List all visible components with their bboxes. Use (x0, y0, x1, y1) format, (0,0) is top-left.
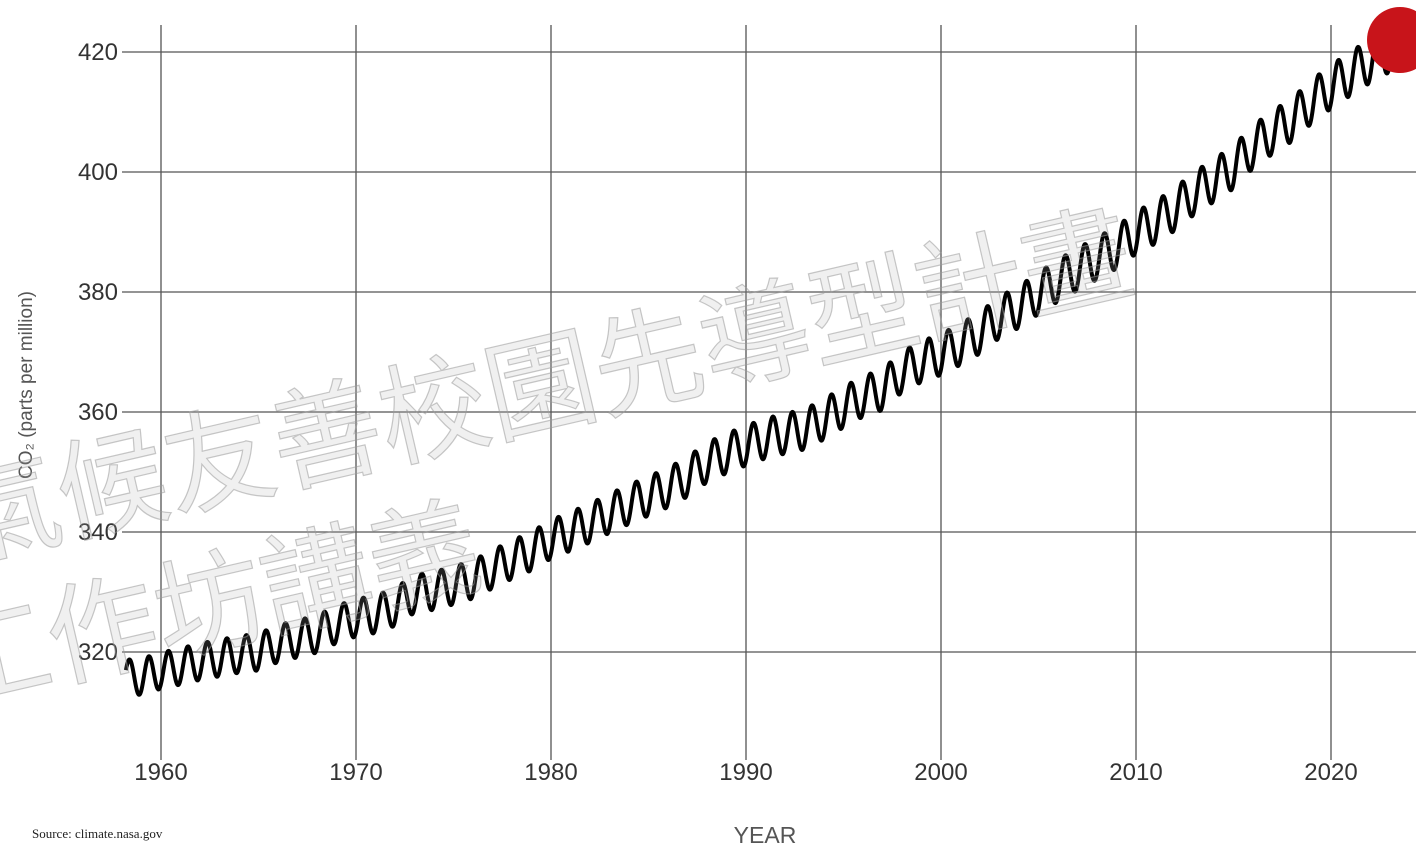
y-tick-label: 380 (78, 279, 118, 306)
latest-value-marker (1367, 7, 1416, 73)
x-tick-label: 2020 (1304, 759, 1357, 786)
y-tick-label: 320 (78, 639, 118, 666)
y-tick-label: 360 (78, 399, 118, 426)
x-axis-title: YEAR (734, 822, 797, 848)
x-tick-label: 2010 (1109, 759, 1162, 786)
x-tick-label: 1960 (134, 759, 187, 786)
x-tick-label: 2000 (914, 759, 967, 786)
y-tick-label: 400 (78, 159, 118, 186)
y-tick-label: 420 (78, 39, 118, 66)
y-tick-label: 340 (78, 519, 118, 546)
co2-series-line (123, 24, 1404, 697)
x-tick-label: 1970 (329, 759, 382, 786)
x-tick-label: 1990 (719, 759, 772, 786)
grid-lines (122, 25, 1416, 760)
x-axis-ticks: 1960 1970 1980 1990 2000 2010 2020 (134, 759, 1357, 786)
y-axis-ticks: 320 340 360 380 400 420 (78, 39, 118, 666)
y-axis-title: CO₂ (parts per million) (16, 291, 37, 479)
watermark: 氣候友善校園先導型計畫 工作坊講義 (0, 188, 1145, 731)
source-caption: Source: climate.nasa.gov (32, 826, 163, 841)
x-tick-label: 1980 (524, 759, 577, 786)
